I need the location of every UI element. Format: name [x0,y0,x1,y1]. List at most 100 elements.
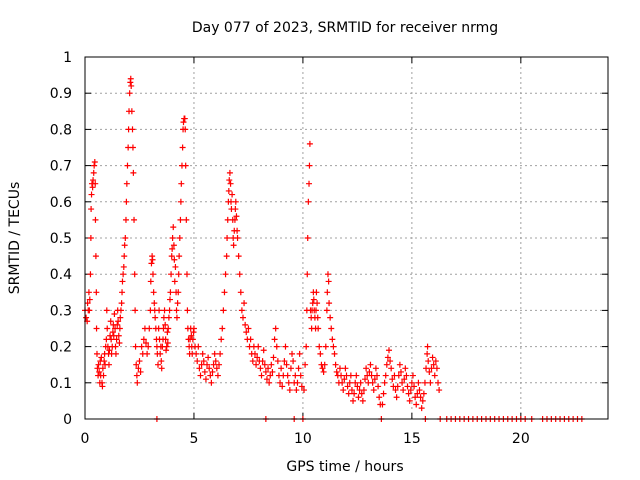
data-point [348,387,355,394]
data-point [325,278,332,285]
data-point [262,368,269,375]
data-point [282,343,289,350]
data-point [144,350,151,357]
data-point [427,379,434,386]
data-point [218,336,225,343]
data-point [392,387,399,394]
data-point [175,271,182,278]
data-point [406,397,413,404]
data-point [128,108,135,115]
data-point [281,358,288,365]
data-point [367,361,374,368]
data-point [226,169,233,176]
data-point [319,365,326,372]
data-point [379,401,386,408]
data-point [93,325,100,332]
data-point [279,383,286,390]
data-point [278,365,285,372]
data-point [129,144,136,151]
data-point [305,198,312,205]
y-tick-label: 0 [63,412,72,428]
data-point [87,271,94,278]
data-point [251,350,258,357]
data-point [217,350,224,357]
data-point [166,307,173,314]
data-point [368,372,375,379]
data-point [136,358,143,365]
data-point [95,361,102,368]
y-axis-label: SRMTID / TECUs [7,182,23,295]
data-point [257,365,264,372]
data-point [402,365,409,372]
y-tick-label: 0.2 [50,340,72,356]
data-point [314,314,321,321]
data-point [395,372,402,379]
data-point [376,394,383,401]
data-point [329,336,336,343]
data-point [360,387,367,394]
data-point [194,358,201,365]
data-point [268,361,275,368]
y-tick-label: 0.6 [50,195,72,211]
data-point [313,289,320,296]
data-point [161,307,168,314]
data-point [234,227,241,234]
data-point [182,162,189,169]
data-point [168,253,175,260]
data-point [164,329,171,336]
data-point [340,387,347,394]
data-point [183,216,190,223]
data-point [201,368,208,375]
data-point [133,372,140,379]
data-point [415,379,422,386]
data-point [177,216,184,223]
chart-title: Day 077 of 2023, SRMTID for receiver nrm… [192,20,498,36]
data-point [148,260,155,267]
x-axis-label: GPS time / hours [286,459,403,475]
data-point [137,368,144,375]
data-point [163,347,170,354]
data-point [85,289,92,296]
data-point [316,343,323,350]
data-point [385,347,392,354]
data-point [424,343,431,350]
data-point [224,216,231,223]
data-point [86,296,93,303]
data-point [156,307,163,314]
data-point [198,361,205,368]
data-point [162,321,169,328]
data-point [222,271,229,278]
data-point [414,390,421,397]
data-point [362,376,369,383]
data-point [351,390,358,397]
data-point [200,358,207,365]
data-point [404,383,411,390]
data-point [266,379,273,386]
data-point [238,307,245,314]
y-tick-label: 0.4 [50,267,72,283]
data-point [407,387,414,394]
data-point [346,379,353,386]
data-point [380,390,387,397]
data-point [131,216,138,223]
data-point [220,307,227,314]
data-point [147,278,154,285]
data-point [235,253,242,260]
data-point [286,387,293,394]
data-point [287,365,294,372]
data-point [114,321,121,328]
data-point [306,180,313,187]
data-point [323,307,330,314]
data-point [273,343,280,350]
data-point [196,365,203,372]
data-point [122,216,129,223]
data-point [163,343,170,350]
data-point [352,379,359,386]
data-point [298,383,305,390]
data-point [162,336,169,343]
data-point [117,307,124,314]
data-point [310,296,317,303]
data-point [169,235,176,241]
data-point [384,354,391,361]
data-point [336,365,343,372]
